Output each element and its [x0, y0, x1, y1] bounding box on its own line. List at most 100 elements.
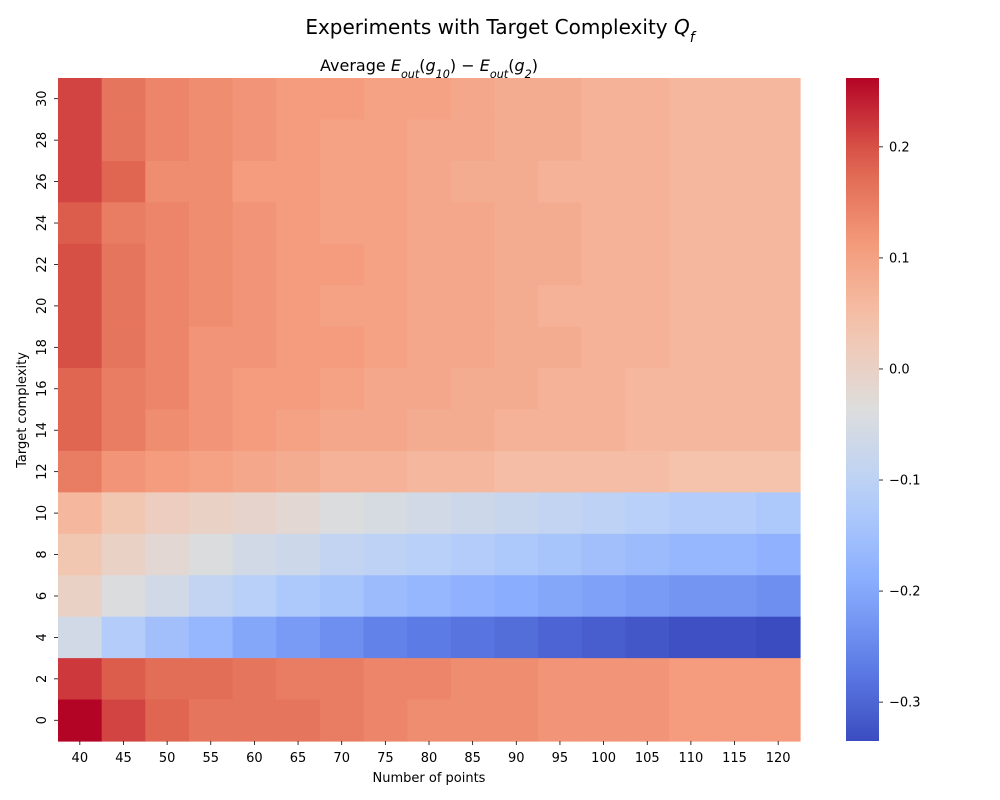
heatmap-cell	[625, 575, 670, 618]
heatmap-cell	[276, 492, 321, 535]
heatmap-cell	[319, 160, 365, 203]
heatmap-cell	[625, 492, 670, 535]
heatmap-cell	[581, 243, 627, 286]
heatmap-cell	[450, 368, 496, 411]
heatmap-cell	[538, 326, 583, 369]
heatmap-cell	[319, 326, 365, 369]
y-tick-label: 18	[35, 339, 50, 356]
heatmap-cell	[712, 409, 757, 452]
heatmap-cell	[276, 202, 321, 245]
heatmap-cells	[58, 78, 801, 742]
heatmap-cell	[494, 699, 539, 742]
heatmap-cell	[58, 658, 103, 701]
heatmap-cell	[188, 575, 234, 618]
heatmap-cell	[363, 658, 408, 701]
x-tick-label: 55	[202, 751, 219, 766]
heatmap-cell	[276, 243, 321, 286]
heatmap-cell	[319, 450, 365, 493]
x-axis-label: Number of points	[373, 771, 486, 786]
heatmap-cell	[712, 450, 757, 493]
heatmap-cell	[625, 202, 670, 245]
heatmap-cell	[581, 450, 627, 493]
heatmap-cell	[363, 533, 408, 576]
heatmap-cell	[756, 658, 801, 701]
heatmap-cell	[188, 326, 234, 369]
heatmap-cell	[450, 285, 496, 328]
heatmap-cell	[538, 616, 583, 659]
colorbar-tick-label: −0.2	[889, 585, 921, 600]
heatmap-cell	[625, 368, 670, 411]
heatmap-cell	[538, 533, 583, 576]
heatmap-cell	[319, 409, 365, 452]
heatmap-cell	[58, 160, 103, 203]
x-tick-label: 65	[290, 751, 307, 766]
heatmap-cell	[232, 575, 277, 618]
heatmap-cell	[494, 368, 539, 411]
heatmap-cell	[625, 699, 670, 742]
heatmap-cell	[669, 368, 714, 411]
x-tick-label: 70	[333, 751, 350, 766]
heatmap-cell	[669, 202, 714, 245]
heatmap-cell	[494, 326, 539, 369]
heatmap-cell	[145, 492, 190, 535]
heatmap-cell	[581, 326, 627, 369]
heatmap-cell	[188, 533, 234, 576]
heatmap-cell	[407, 575, 452, 618]
heatmap-cell	[756, 285, 801, 328]
heatmap-cell	[58, 616, 103, 659]
x-tick-label: 105	[635, 751, 660, 766]
heatmap-cell	[450, 575, 496, 618]
heatmap-cell	[363, 78, 408, 121]
heatmap-cell	[494, 409, 539, 452]
heatmap-cell	[319, 368, 365, 411]
heatmap-cell	[101, 575, 146, 618]
heatmap-cell	[319, 202, 365, 245]
heatmap-cell	[756, 202, 801, 245]
heatmap-cell	[450, 202, 496, 245]
heatmap-cell	[232, 699, 277, 742]
heatmap-cell	[407, 368, 452, 411]
heatmap-cell	[188, 492, 234, 535]
heatmap-cell	[145, 699, 190, 742]
heatmap-cell	[625, 326, 670, 369]
heatmap-cell	[363, 160, 408, 203]
x-tick-label: 45	[115, 751, 132, 766]
heatmap-cell	[538, 202, 583, 245]
colorbar-tick-label: 0.1	[889, 251, 910, 266]
heatmap-cell	[276, 160, 321, 203]
colorbar-ticks: 0.2 0.1 0.0 −0.1 −0.2 −0.3	[879, 140, 921, 711]
heatmap-cell	[101, 616, 146, 659]
heatmap-cell	[712, 326, 757, 369]
heatmap-cell	[581, 119, 627, 162]
heatmap-cell	[276, 368, 321, 411]
heatmap-cell	[538, 450, 583, 493]
colorbar	[846, 78, 879, 741]
heatmap-cell	[363, 119, 408, 162]
heatmap-cell	[712, 202, 757, 245]
heatmap-cell	[756, 699, 801, 742]
heatmap-cell	[101, 202, 146, 245]
heatmap-cell	[188, 243, 234, 286]
heatmap-cell	[407, 160, 452, 203]
heatmap-cell	[188, 699, 234, 742]
heatmap-cell	[363, 243, 408, 286]
heatmap-cell	[363, 699, 408, 742]
colorbar-tick-label: 0.2	[889, 140, 910, 155]
heatmap-cell	[101, 285, 146, 328]
heatmap-cell	[581, 160, 627, 203]
heatmap-cell	[494, 575, 539, 618]
heatmap-cell	[101, 658, 146, 701]
heatmap-cell	[756, 450, 801, 493]
heatmap-cell	[188, 409, 234, 452]
heatmap-cell	[145, 616, 190, 659]
heatmap-cell	[319, 533, 365, 576]
heatmap-cell	[494, 119, 539, 162]
heatmap-cell	[581, 202, 627, 245]
colorbar-tick-label: −0.1	[889, 474, 921, 489]
heatmap-cell	[145, 326, 190, 369]
heatmap-cell	[58, 409, 103, 452]
heatmap-cell	[145, 119, 190, 162]
heatmap-cell	[669, 699, 714, 742]
heatmap-cell	[232, 119, 277, 162]
heatmap-cell	[276, 450, 321, 493]
